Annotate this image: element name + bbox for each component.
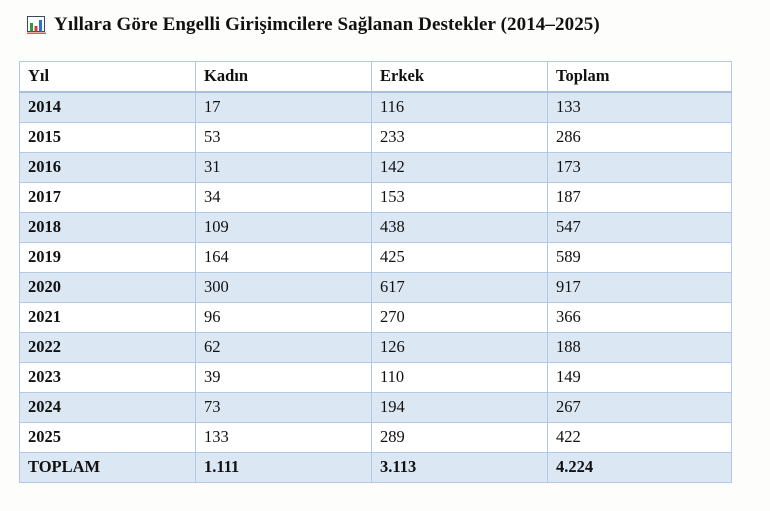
cell-women: 133 — [195, 422, 372, 453]
total-row: TOPLAM 1.111 3.113 4.224 — [19, 452, 732, 483]
table-row: 2017 34 153 187 — [19, 182, 732, 213]
cell-men: 126 — [371, 332, 548, 363]
table-row: 2021 96 270 366 — [19, 302, 732, 333]
cell-men: 425 — [371, 242, 548, 273]
support-table: Yıl Kadın Erkek Toplam 2014 17 116 133 2… — [19, 61, 732, 483]
table-row: 2014 17 116 133 — [19, 91, 732, 123]
cell-total: 589 — [547, 242, 732, 273]
cell-year: 2020 — [19, 272, 196, 303]
cell-total: 422 — [547, 422, 732, 453]
table-row: 2024 73 194 267 — [19, 392, 732, 423]
cell-total: 917 — [547, 272, 732, 303]
bar-chart-icon — [27, 16, 46, 34]
header-women: Kadın — [195, 61, 372, 93]
cell-women: 31 — [195, 152, 372, 183]
cell-women: 17 — [195, 91, 372, 123]
cell-year: 2017 — [19, 182, 196, 213]
header-row: Yıl Kadın Erkek Toplam — [19, 61, 732, 93]
cell-total: 187 — [547, 182, 732, 213]
cell-women: 34 — [195, 182, 372, 213]
table-row: 2016 31 142 173 — [19, 152, 732, 183]
cell-total: 547 — [547, 212, 732, 243]
header-year: Yıl — [19, 61, 196, 93]
document-title: Yıllara Göre Engelli Girişimcilere Sağla… — [27, 12, 600, 38]
table-row: 2019 164 425 589 — [19, 242, 732, 273]
cell-women: 73 — [195, 392, 372, 423]
cell-women: 109 — [195, 212, 372, 243]
table-row: 2023 39 110 149 — [19, 362, 732, 393]
total-men: 3.113 — [371, 452, 548, 483]
header-men: Erkek — [371, 61, 548, 93]
cell-men: 233 — [371, 122, 548, 153]
cell-women: 53 — [195, 122, 372, 153]
cell-women: 62 — [195, 332, 372, 363]
cell-men: 153 — [371, 182, 548, 213]
cell-men: 270 — [371, 302, 548, 333]
cell-total: 366 — [547, 302, 732, 333]
cell-women: 96 — [195, 302, 372, 333]
cell-total: 286 — [547, 122, 732, 153]
title-text: Yıllara Göre Engelli Girişimcilere Sağla… — [54, 14, 600, 35]
cell-men: 617 — [371, 272, 548, 303]
cell-men: 289 — [371, 422, 548, 453]
cell-year: 2015 — [19, 122, 196, 153]
cell-year: 2023 — [19, 362, 196, 393]
cell-year: 2022 — [19, 332, 196, 363]
cell-men: 194 — [371, 392, 548, 423]
cell-total: 173 — [547, 152, 732, 183]
table-row: 2022 62 126 188 — [19, 332, 732, 363]
cell-year: 2019 — [19, 242, 196, 273]
table-row: 2015 53 233 286 — [19, 122, 732, 153]
cell-total: 133 — [547, 91, 732, 123]
table-row: 2025 133 289 422 — [19, 422, 732, 453]
cell-men: 116 — [371, 91, 548, 123]
total-label: TOPLAM — [19, 452, 196, 483]
table-row: 2018 109 438 547 — [19, 212, 732, 243]
header-total: Toplam — [547, 61, 732, 93]
cell-total: 149 — [547, 362, 732, 393]
cell-year: 2024 — [19, 392, 196, 423]
cell-women: 39 — [195, 362, 372, 393]
cell-year: 2025 — [19, 422, 196, 453]
cell-total: 267 — [547, 392, 732, 423]
cell-men: 142 — [371, 152, 548, 183]
cell-total: 188 — [547, 332, 732, 363]
total-sum: 4.224 — [547, 452, 732, 483]
cell-men: 110 — [371, 362, 548, 393]
cell-year: 2018 — [19, 212, 196, 243]
cell-year: 2014 — [19, 91, 196, 123]
cell-women: 300 — [195, 272, 372, 303]
total-women: 1.111 — [195, 452, 372, 483]
cell-year: 2016 — [19, 152, 196, 183]
cell-men: 438 — [371, 212, 548, 243]
cell-year: 2021 — [19, 302, 196, 333]
table-row: 2020 300 617 917 — [19, 272, 732, 303]
cell-women: 164 — [195, 242, 372, 273]
